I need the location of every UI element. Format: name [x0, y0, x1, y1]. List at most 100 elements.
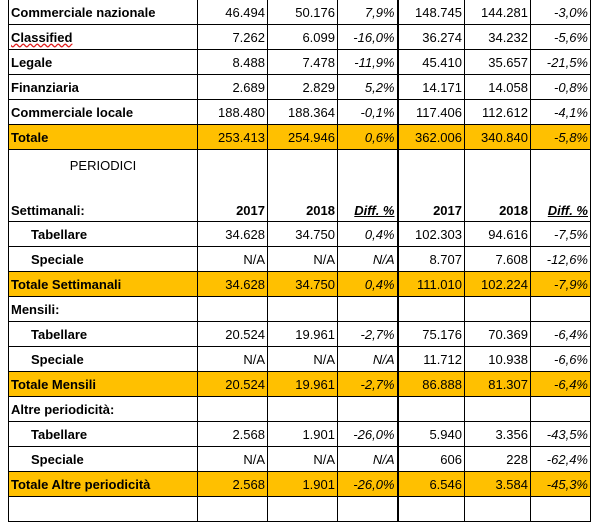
row-label: Totale	[8, 124, 198, 150]
cell: 11.712	[397, 346, 465, 372]
row-label: Totale Settimanali	[8, 271, 198, 297]
cell: 86.888	[397, 371, 465, 397]
table-row: Classified 7.262 6.099 -16,0% 36.274 34.232 -5…	[8, 24, 591, 50]
row-label: Speciale	[8, 446, 198, 472]
cell: N/A	[337, 446, 399, 472]
row-label: Speciale	[8, 246, 198, 272]
label-text: Speciale	[31, 351, 84, 367]
row-label: Tabellare	[8, 221, 198, 247]
cell: 5.940	[397, 421, 465, 447]
cell	[197, 496, 268, 522]
table-row: Legale 8.488 7.478 -11,9% 45.410 35.657 -21,5%	[8, 49, 591, 75]
cell	[464, 296, 531, 322]
cell: 188.364	[267, 99, 338, 125]
cell: 2.689	[197, 74, 268, 100]
cell: Diff. %	[530, 149, 591, 222]
cell	[397, 496, 465, 522]
table-row: Tabellare 2.568 1.901 -26,0% 5.940 3.356 -43,5…	[8, 421, 591, 447]
table-row: Speciale N/A N/A N/A 11.712 10.938 -6,6%	[8, 346, 591, 372]
cell: 188.480	[197, 99, 268, 125]
table-row: Commerciale locale 188.480 188.364 -0,1% 117…	[8, 99, 591, 125]
cell	[530, 296, 591, 322]
row-label: Legale	[8, 49, 198, 75]
table-row: Altre periodicità:	[8, 396, 591, 422]
cell	[337, 296, 399, 322]
cell: 14.058	[464, 74, 531, 100]
cell: 70.369	[464, 321, 531, 347]
cell: -11,9%	[337, 49, 399, 75]
cell: 0,4%	[337, 271, 399, 297]
cell: 14.171	[397, 74, 465, 100]
label-text: Tabellare	[31, 426, 88, 442]
cell: -3,0%	[530, 0, 591, 25]
table-body: Commerciale nazionale 46.494 50.176 7,9% 148…	[8, 0, 591, 522]
cell: 5,2%	[337, 74, 399, 100]
table-row: Tabellare 34.628 34.750 0,4% 102.303 94.616 -7…	[8, 221, 591, 247]
table-row: Speciale N/A N/A N/A 606 228 -62,4%	[8, 446, 591, 472]
cell: 20.524	[197, 321, 268, 347]
cell: 6.099	[267, 24, 338, 50]
row-label: Totale Altre periodicità	[8, 471, 198, 497]
cell: -43,5%	[530, 421, 591, 447]
row-label: Commerciale nazionale	[8, 0, 198, 25]
cell: -0,8%	[530, 74, 591, 100]
cell: -6,4%	[530, 371, 591, 397]
cell: 606	[397, 446, 465, 472]
label-text: Classified	[11, 29, 73, 45]
label-text: Totale Altre periodicità	[11, 476, 151, 492]
cell: 75.176	[397, 321, 465, 347]
table-row: PERIODICI Settimanali: 2017 2018 Diff. % 2017…	[8, 149, 591, 222]
row-label: Classified	[8, 24, 198, 50]
cell: 2017	[397, 149, 465, 222]
cell: 8.707	[397, 246, 465, 272]
cell: -4,1%	[530, 99, 591, 125]
table-row: Totale Mensili 20.524 19.961 -2,7% 86.888 81.…	[8, 371, 591, 397]
row-label: Totale Mensili	[8, 371, 198, 397]
cell: -7,9%	[530, 271, 591, 297]
cell	[267, 296, 338, 322]
cell	[464, 496, 531, 522]
cell: -21,5%	[530, 49, 591, 75]
cell: N/A	[337, 246, 399, 272]
row-label: Altre periodicità:	[8, 396, 198, 422]
cell: 2017	[197, 149, 268, 222]
cell: -6,4%	[530, 321, 591, 347]
table-row: Mensili:	[8, 296, 591, 322]
row-label: PERIODICI Settimanali:	[8, 149, 198, 222]
cell	[267, 396, 338, 422]
cell: 148.745	[397, 0, 465, 25]
cell: -12,6%	[530, 246, 591, 272]
cell: -45,3%	[530, 471, 591, 497]
cell: 7.478	[267, 49, 338, 75]
cell: 46.494	[197, 0, 268, 25]
cell: N/A	[197, 446, 268, 472]
cell	[337, 496, 399, 522]
cell: N/A	[337, 346, 399, 372]
cell: 34.232	[464, 24, 531, 50]
cell: 1.901	[267, 471, 338, 497]
cell: -5,6%	[530, 24, 591, 50]
table-row: Totale Altre periodicità 2.568 1.901 -26,0%…	[8, 471, 591, 497]
cell: 2.829	[267, 74, 338, 100]
cell: N/A	[197, 246, 268, 272]
table-row: Totale 253.413 254.946 0,6% 362.006 340.840 -5…	[8, 124, 591, 150]
cell: 254.946	[267, 124, 338, 150]
table-row: Speciale N/A N/A N/A 8.707 7.608 -12,6%	[8, 246, 591, 272]
cell: N/A	[267, 346, 338, 372]
cell: 228	[464, 446, 531, 472]
table-row: Finanziaria 2.689 2.829 5,2% 14.171 14.058 -0,…	[8, 74, 591, 100]
cell: 7.262	[197, 24, 268, 50]
cell: 7,9%	[337, 0, 399, 25]
cell: 1.901	[267, 421, 338, 447]
cell: -16,0%	[337, 24, 399, 50]
cell	[397, 296, 465, 322]
cell: -7,5%	[530, 221, 591, 247]
cell: 34.628	[197, 221, 268, 247]
label-text: Speciale	[31, 251, 84, 267]
cell	[530, 496, 591, 522]
cell	[8, 496, 198, 522]
cell: 34.750	[267, 221, 338, 247]
cell: 50.176	[267, 0, 338, 25]
cell: 8.488	[197, 49, 268, 75]
cell: 3.356	[464, 421, 531, 447]
